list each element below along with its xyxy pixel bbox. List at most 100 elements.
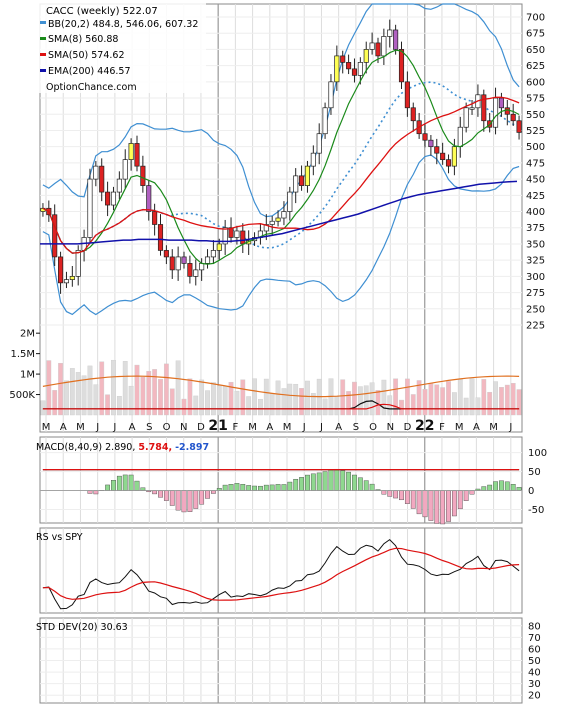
macd-histogram-bar (369, 483, 375, 491)
candle-body (199, 263, 205, 271)
panel-frames (39, 3, 523, 704)
macd-histogram-bar (510, 484, 516, 491)
rs-line (42, 538, 520, 610)
volume-bar (305, 380, 310, 416)
candle-body (404, 81, 410, 109)
macd-histogram-bar (399, 490, 404, 501)
candle-body (181, 256, 187, 264)
price-tick-label: 400 (526, 207, 545, 218)
volume-bar (246, 396, 252, 416)
volume-tick-label: 1.5M (10, 349, 35, 360)
candle-body (146, 185, 152, 212)
x-tick-label: A (266, 422, 273, 433)
ema200-line (40, 180, 518, 245)
candle-body (504, 107, 510, 115)
volume-bar (258, 398, 263, 416)
macd-histogram-bar (87, 490, 93, 494)
candle-body (457, 126, 463, 148)
volume-bar (293, 383, 299, 416)
macd-tick-label: 50 (528, 467, 541, 478)
candle-body (310, 152, 316, 167)
legend-site: OptionChance.com (46, 82, 137, 93)
macd-histogram-bar (234, 483, 240, 491)
rs-label: RS vs SPY (36, 532, 83, 543)
volume-bar (75, 372, 81, 416)
legend-swatch-sma8 (40, 37, 46, 40)
volume-bar (234, 390, 240, 416)
macd-histogram-bar (134, 480, 140, 491)
price-tick-label: 425 (526, 191, 545, 202)
volume-bar (469, 378, 475, 416)
legend-swatch-ema200 (40, 69, 46, 72)
macd-histogram-bar (299, 477, 304, 491)
macd-histogram-bar (322, 471, 328, 491)
volume-bar (46, 360, 52, 416)
volume-bar (446, 381, 451, 416)
x-tick-label: A (473, 422, 480, 433)
volume-bar (199, 379, 205, 416)
rs-average-line (42, 547, 520, 601)
x-tick-label: M (76, 422, 85, 433)
macd-histogram-bar (116, 475, 122, 491)
candle-body (52, 214, 58, 258)
macd-histogram-bar (357, 477, 363, 491)
volume-bar (334, 396, 340, 416)
volume-y-axis: 2M 1.5M 1M 500K (9, 329, 40, 401)
volume-bar (499, 387, 504, 416)
volume-bar (475, 397, 481, 416)
macd-histogram-bar (205, 490, 210, 499)
macd-histogram-bar (281, 484, 287, 491)
price-tick-label: 575 (526, 94, 545, 105)
candle-body (299, 175, 305, 186)
volume-bar (510, 383, 516, 416)
macd-histogram-bar (222, 484, 228, 491)
volume-bar (487, 391, 493, 416)
volume-bar (216, 385, 222, 416)
stddev-tick-label: 60 (528, 644, 541, 655)
macd-histogram-bar (346, 471, 351, 491)
volume-bar (310, 393, 316, 416)
macd-histogram-bar (193, 490, 199, 509)
volume-bar (116, 396, 122, 416)
volume-bar (434, 384, 440, 416)
price-tick-label: 450 (526, 175, 545, 186)
macd-histogram-bar (275, 484, 281, 491)
candle-body (304, 165, 311, 186)
stddev-label: STD DEV(20) 30.63 (36, 622, 128, 633)
price-tick-label: 525 (526, 126, 545, 137)
candle-body (116, 178, 122, 193)
candle-body (287, 191, 293, 212)
volume-bar (504, 384, 510, 416)
volume-bar (228, 381, 234, 416)
macd-histogram-bar (428, 490, 434, 521)
candle-body (269, 220, 275, 225)
macd-histogram-bar (363, 480, 369, 491)
macd-histogram-bar (169, 490, 175, 506)
macd-histogram-bar (269, 484, 275, 491)
x-tick-label: S (146, 422, 152, 433)
macd-histogram-bar (446, 490, 451, 522)
candle-body (140, 165, 146, 186)
x-tick-label: A (129, 422, 136, 433)
price-tick-label: 625 (526, 61, 545, 72)
candle-body (516, 120, 522, 133)
candle-body (322, 107, 328, 135)
candle-body (492, 97, 499, 128)
volume-bar (399, 399, 404, 416)
volume-bar (269, 393, 275, 416)
macd-histogram-bar (152, 490, 158, 495)
price-tick-label: 250 (526, 304, 545, 315)
macd-histogram-bar (163, 490, 169, 501)
volume-bar (416, 380, 422, 416)
volume-bar (381, 379, 387, 416)
sma50-line (42, 96, 520, 254)
volume-bar (146, 370, 152, 416)
legend-sma50: SMA(50) 574.62 (48, 50, 125, 61)
volume-bar (363, 385, 369, 416)
legend-sma8: SMA(8) 560.88 (48, 34, 118, 45)
x-tick-label: 21 (208, 418, 227, 434)
candle-body (110, 191, 117, 206)
macd-histogram-bar (434, 490, 440, 524)
legend-ticker: CACC (weekly) 522.07 (46, 6, 158, 17)
